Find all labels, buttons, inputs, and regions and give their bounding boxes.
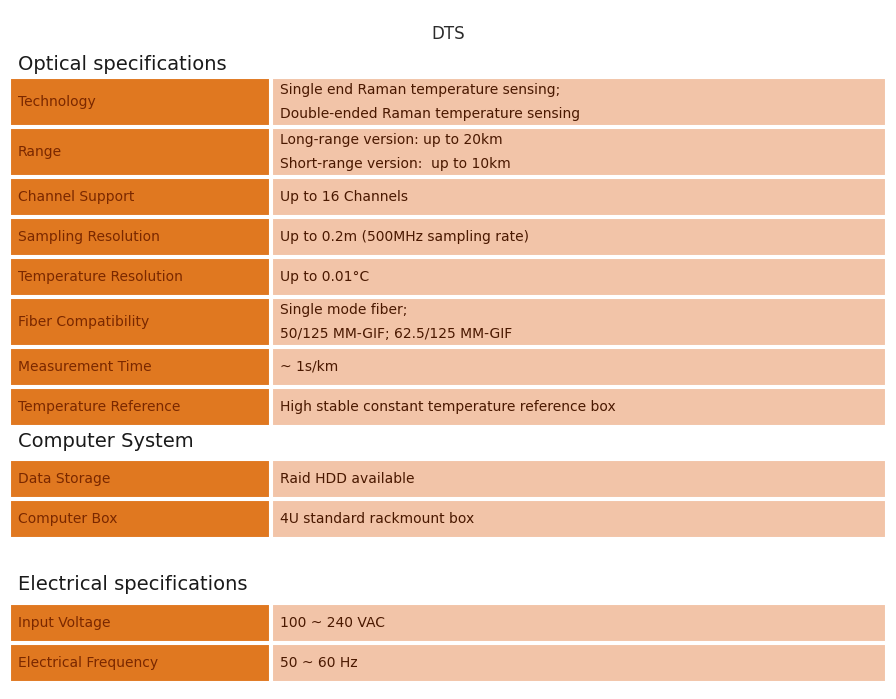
Bar — [272, 388, 886, 426]
Text: Single mode fiber;: Single mode fiber; — [280, 303, 408, 317]
Bar — [10, 128, 270, 176]
Bar — [272, 258, 886, 296]
Bar — [272, 460, 886, 498]
Text: 100 ~ 240 VAC: 100 ~ 240 VAC — [280, 616, 385, 630]
Bar — [10, 218, 270, 256]
Text: Computer System: Computer System — [18, 432, 194, 451]
Text: Long-range version: up to 20km: Long-range version: up to 20km — [280, 133, 503, 147]
Bar — [272, 218, 886, 256]
Bar — [10, 604, 270, 642]
Bar — [10, 500, 270, 538]
Text: Up to 0.01°C: Up to 0.01°C — [280, 270, 369, 284]
Text: Range: Range — [18, 145, 62, 159]
Text: 4U standard rackmount box: 4U standard rackmount box — [280, 512, 474, 526]
Text: ~ 1s/km: ~ 1s/km — [280, 360, 339, 374]
Text: Electrical Frequency: Electrical Frequency — [18, 656, 158, 670]
Text: 50/125 MM-GIF; 62.5/125 MM-GIF: 50/125 MM-GIF; 62.5/125 MM-GIF — [280, 327, 513, 341]
Text: High stable constant temperature reference box: High stable constant temperature referen… — [280, 400, 616, 414]
Bar — [10, 178, 270, 216]
Bar — [272, 178, 886, 216]
Bar — [10, 78, 270, 126]
Text: Technology: Technology — [18, 95, 96, 109]
Text: Short-range version:  up to 10km: Short-range version: up to 10km — [280, 157, 511, 171]
Text: Data Storage: Data Storage — [18, 472, 110, 486]
Text: Double-ended Raman temperature sensing: Double-ended Raman temperature sensing — [280, 107, 580, 121]
Text: Optical specifications: Optical specifications — [18, 55, 227, 74]
Bar — [272, 604, 886, 642]
Bar — [272, 128, 886, 176]
Text: Up to 0.2m (500MHz sampling rate): Up to 0.2m (500MHz sampling rate) — [280, 230, 529, 244]
Text: Electrical specifications: Electrical specifications — [18, 575, 247, 594]
Bar — [272, 348, 886, 386]
Text: Channel Support: Channel Support — [18, 190, 134, 204]
Text: Up to 16 Channels: Up to 16 Channels — [280, 190, 408, 204]
Text: Single end Raman temperature sensing;: Single end Raman temperature sensing; — [280, 83, 560, 97]
Text: Input Voltage: Input Voltage — [18, 616, 110, 630]
Text: Temperature Reference: Temperature Reference — [18, 400, 180, 414]
Bar — [10, 298, 270, 346]
Bar — [272, 298, 886, 346]
Bar — [10, 644, 270, 682]
Bar — [10, 388, 270, 426]
Text: 50 ~ 60 Hz: 50 ~ 60 Hz — [280, 656, 358, 670]
Text: Temperature Resolution: Temperature Resolution — [18, 270, 183, 284]
Bar — [272, 78, 886, 126]
Text: Computer Box: Computer Box — [18, 512, 117, 526]
Text: Raid HDD available: Raid HDD available — [280, 472, 415, 486]
Bar — [272, 644, 886, 682]
Text: Fiber Compatibility: Fiber Compatibility — [18, 315, 150, 329]
Bar — [10, 258, 270, 296]
Bar — [10, 348, 270, 386]
Bar — [10, 460, 270, 498]
Text: Measurement Time: Measurement Time — [18, 360, 151, 374]
Text: Sampling Resolution: Sampling Resolution — [18, 230, 159, 244]
Bar — [272, 500, 886, 538]
Text: DTS: DTS — [431, 25, 465, 43]
